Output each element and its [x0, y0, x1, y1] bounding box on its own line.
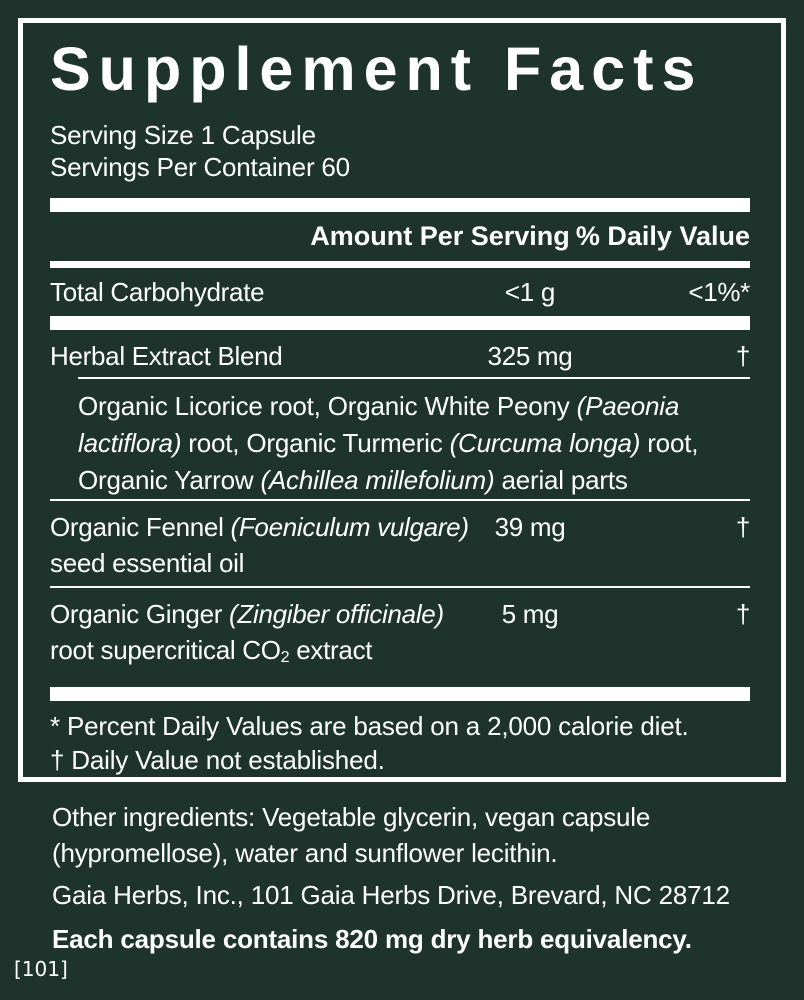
nutrient-amount: 5 mg	[501, 599, 559, 629]
divider-rule-indented	[78, 377, 750, 379]
below-panel-text: Other ingredients: Vegetable glycerin, v…	[52, 799, 762, 957]
nutrient-name: Organic Fennel (Foeniculum vulgare) seed…	[50, 512, 469, 578]
column-header-daily-value: % Daily Value	[575, 221, 750, 251]
blend-components-line: Organic Licorice root, Organic White Peo…	[78, 391, 680, 421]
nutrient-name: Total Carbohydrate	[50, 277, 265, 307]
blend-components: Organic Licorice root, Organic White Peo…	[78, 388, 750, 499]
divider-rule	[50, 499, 750, 501]
footnote-dagger: † Daily Value not established.	[50, 744, 385, 775]
panel-title: Supplement Facts	[50, 35, 704, 103]
other-ingredients: Other ingredients: Vegetable glycerin, v…	[52, 799, 762, 871]
row-organic-fennel: Organic Fennel (Foeniculum vulgare) seed…	[50, 501, 750, 586]
divider-rule	[50, 586, 750, 588]
servings-per-container: Servings Per Container 60	[50, 152, 350, 182]
other-ingredients-line: Other ingredients: Vegetable glycerin, v…	[52, 802, 651, 832]
divider-bar-thick	[50, 316, 750, 330]
nutrient-daily-value: †	[735, 341, 750, 371]
corner-reference-number: [101]	[14, 957, 68, 981]
nutrient-daily-value: †	[735, 512, 750, 542]
manufacturer-address: Gaia Herbs, Inc., 101 Gaia Herbs Drive, …	[52, 880, 730, 910]
divider-bar-medium	[50, 261, 750, 268]
other-ingredients-line: (hypromellose), water and sunflower leci…	[52, 838, 558, 868]
nutrient-name: Herbal Extract Blend	[50, 341, 283, 371]
row-organic-ginger: Organic Ginger (Zingiber officinale) roo…	[50, 588, 750, 687]
footnotes: * Percent Daily Values are based on a 2,…	[50, 709, 750, 777]
row-herbal-extract-blend: Herbal Extract Blend 325 mg †	[50, 330, 750, 377]
serving-size: Serving Size 1 Capsule	[50, 120, 316, 150]
nutrient-amount: <1 g	[504, 277, 556, 307]
nutrient-daily-value: <1%*	[688, 277, 750, 307]
blend-components-line: Organic Yarrow (Achillea millefolium) ae…	[78, 465, 628, 495]
nutrient-amount: 325 mg	[487, 341, 573, 371]
supplement-facts-panel: Supplement Facts Serving Size 1 Capsule …	[18, 18, 786, 782]
nutrient-daily-value: †	[735, 599, 750, 629]
column-header-amount: Amount Per Serving	[310, 221, 570, 251]
divider-bar-thick	[50, 198, 750, 212]
footnote-percent-dv: * Percent Daily Values are based on a 2,…	[50, 710, 689, 741]
nutrient-amount: 39 mg	[494, 512, 566, 542]
dry-herb-equivalency: Each capsule contains 820 mg dry herb eq…	[52, 924, 692, 954]
nutrient-name: Organic Ginger (Zingiber officinale) roo…	[50, 599, 444, 666]
blend-components-line: lactiflora) root, Organic Turmeric (Curc…	[78, 428, 699, 458]
row-total-carbohydrate: Total Carbohydrate <1 g <1%*	[50, 268, 750, 316]
divider-bar-thick	[50, 686, 750, 701]
column-header-row: Amount Per Serving % Daily Value	[50, 212, 750, 261]
